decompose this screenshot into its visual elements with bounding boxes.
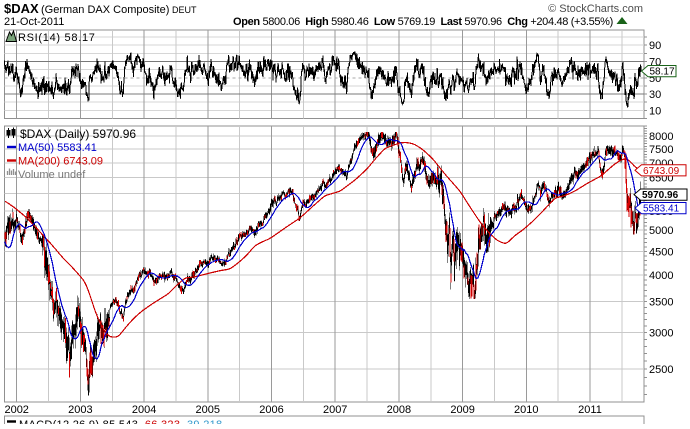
svg-text:2011: 2011 [578, 404, 602, 416]
svg-text:3500: 3500 [649, 297, 673, 309]
svg-text:8000: 8000 [649, 131, 673, 143]
svg-text:2003: 2003 [68, 404, 92, 416]
svg-text:© StockCharts.com: © StockCharts.com [548, 3, 643, 15]
svg-text:5583.41: 5583.41 [643, 204, 680, 215]
svg-text:2006: 2006 [259, 404, 283, 416]
svg-text:4500: 4500 [649, 246, 673, 258]
svg-text:MA(50) 5583.41: MA(50) 5583.41 [18, 142, 97, 154]
svg-text:Open 5800.06 High 5980.46 Lo: Open 5800.06 High 5980.46 Low 5769.19 La… [233, 16, 613, 28]
svg-text:MA(200) 6743.09: MA(200) 6743.09 [18, 156, 103, 168]
svg-text:RSI(14) 58.17: RSI(14) 58.17 [18, 32, 96, 44]
svg-text:(German DAX Composite): (German DAX Composite) [41, 4, 169, 16]
svg-text:5970.96: 5970.96 [642, 190, 679, 201]
svg-text:5000: 5000 [649, 225, 673, 237]
svg-text:MACD(12,26,9) 85.543, 66.323,: MACD(12,26,9) 85.543, 66.323, 39.218 [19, 419, 222, 424]
svg-text:2008: 2008 [387, 404, 411, 416]
svg-text:DEUT: DEUT [172, 5, 197, 15]
svg-text:$DAX (Daily) 5970.96: $DAX (Daily) 5970.96 [20, 127, 136, 141]
svg-text:2500: 2500 [649, 364, 673, 376]
svg-text:2007: 2007 [323, 404, 347, 416]
svg-text:2010: 2010 [514, 404, 538, 416]
svg-text:3000: 3000 [649, 328, 673, 340]
svg-text:4000: 4000 [649, 270, 673, 282]
svg-text:Volume undef: Volume undef [18, 169, 86, 181]
svg-text:7500: 7500 [649, 144, 673, 156]
svg-text:30: 30 [649, 89, 661, 101]
svg-text:10: 10 [649, 105, 661, 117]
svg-text:$DAX: $DAX [4, 1, 39, 16]
svg-text:2002: 2002 [4, 404, 28, 416]
svg-text:2005: 2005 [196, 404, 220, 416]
svg-text:2004: 2004 [132, 404, 156, 416]
svg-text:6743.09: 6743.09 [643, 166, 680, 177]
svg-text:90: 90 [649, 40, 661, 52]
svg-text:21-Oct-2011: 21-Oct-2011 [4, 16, 64, 28]
svg-text:2009: 2009 [450, 404, 474, 416]
svg-text:58.17: 58.17 [650, 67, 675, 78]
